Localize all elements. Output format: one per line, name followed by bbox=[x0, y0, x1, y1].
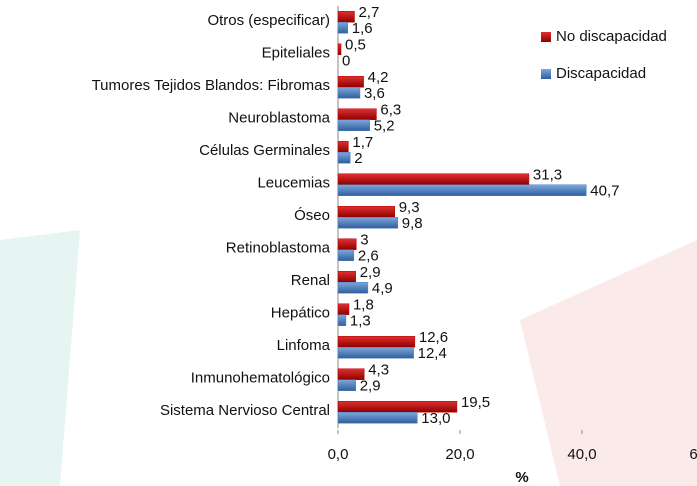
y-tick-label: Hepático bbox=[271, 305, 330, 322]
value-label: 4,9 bbox=[372, 280, 393, 297]
y-tick-label: Células Germinales bbox=[199, 142, 330, 159]
value-label: 5,2 bbox=[374, 118, 395, 135]
y-tick-label: Leucemias bbox=[257, 175, 330, 192]
bar bbox=[337, 119, 370, 131]
value-label: 1,3 bbox=[350, 313, 371, 330]
value-label: 2,9 bbox=[360, 378, 381, 395]
bar bbox=[337, 217, 399, 229]
value-label: 31,3 bbox=[533, 167, 562, 184]
bar bbox=[337, 108, 377, 120]
value-label: 1,6 bbox=[352, 20, 373, 37]
value-label: 4,3 bbox=[368, 362, 389, 379]
y-tick-label: Sistema Nervioso Central bbox=[160, 402, 330, 419]
value-label: 13,0 bbox=[421, 410, 450, 427]
x-axis-label: % bbox=[515, 469, 528, 486]
bar bbox=[337, 249, 355, 261]
x-tick-label: 40,0 bbox=[567, 446, 596, 463]
value-label: 1,7 bbox=[352, 134, 373, 151]
background-shape bbox=[520, 240, 697, 486]
value-label: 3 bbox=[360, 232, 368, 249]
y-tick-label: Retinoblastoma bbox=[226, 240, 331, 257]
bar bbox=[337, 184, 587, 196]
value-label: 19,5 bbox=[461, 394, 490, 411]
bar bbox=[337, 336, 416, 348]
legend-swatch bbox=[541, 69, 551, 79]
y-tick-label: Epiteliales bbox=[262, 45, 330, 62]
bar bbox=[337, 314, 347, 326]
background-shape bbox=[0, 230, 80, 486]
bar bbox=[337, 412, 418, 424]
y-tick-label: Tumores Tejidos Blandos: Fibromas bbox=[92, 77, 330, 94]
value-label: 12,6 bbox=[419, 329, 448, 346]
bar bbox=[337, 206, 395, 218]
bar bbox=[337, 76, 364, 88]
value-label: 2,6 bbox=[358, 248, 379, 265]
value-label: 9,8 bbox=[402, 215, 423, 232]
value-label: 1,8 bbox=[353, 297, 374, 314]
y-tick-label: Linfoma bbox=[277, 337, 331, 354]
value-label: 9,3 bbox=[399, 199, 420, 216]
y-tick-label: Neuroblastoma bbox=[228, 110, 330, 127]
x-tick-label: 60,0 bbox=[689, 446, 697, 463]
value-label: 40,7 bbox=[590, 183, 619, 200]
value-label: 0 bbox=[342, 53, 350, 70]
legend-label: Discapacidad bbox=[556, 65, 646, 82]
bar bbox=[337, 271, 356, 283]
value-label: 3,6 bbox=[364, 85, 385, 102]
bar bbox=[337, 152, 351, 164]
bar bbox=[337, 173, 530, 185]
x-tick-label: 20,0 bbox=[445, 446, 474, 463]
value-label: 6,3 bbox=[380, 102, 401, 119]
y-tick-label: Inmunohematológico bbox=[191, 370, 330, 387]
value-label: 2 bbox=[354, 150, 362, 167]
x-tick-label: 0,0 bbox=[328, 446, 349, 463]
value-label: 0,5 bbox=[345, 37, 366, 54]
bar bbox=[337, 43, 342, 55]
bar bbox=[337, 379, 356, 391]
bar bbox=[337, 282, 369, 294]
bar bbox=[337, 303, 350, 315]
legend-label: No discapacidad bbox=[556, 28, 667, 45]
legend-swatch bbox=[541, 32, 551, 42]
bar bbox=[337, 87, 361, 99]
value-label: 4,2 bbox=[368, 69, 389, 86]
y-tick-label: Renal bbox=[291, 272, 330, 289]
value-label: 2,7 bbox=[358, 4, 379, 21]
value-label: 12,4 bbox=[418, 345, 447, 362]
y-tick-label: Otros (especificar) bbox=[207, 12, 330, 29]
bar bbox=[337, 22, 349, 34]
value-label: 2,9 bbox=[360, 264, 381, 281]
bar bbox=[337, 347, 414, 359]
y-tick-label: Óseo bbox=[294, 207, 330, 224]
bar bbox=[337, 141, 349, 153]
bar bbox=[337, 238, 357, 250]
